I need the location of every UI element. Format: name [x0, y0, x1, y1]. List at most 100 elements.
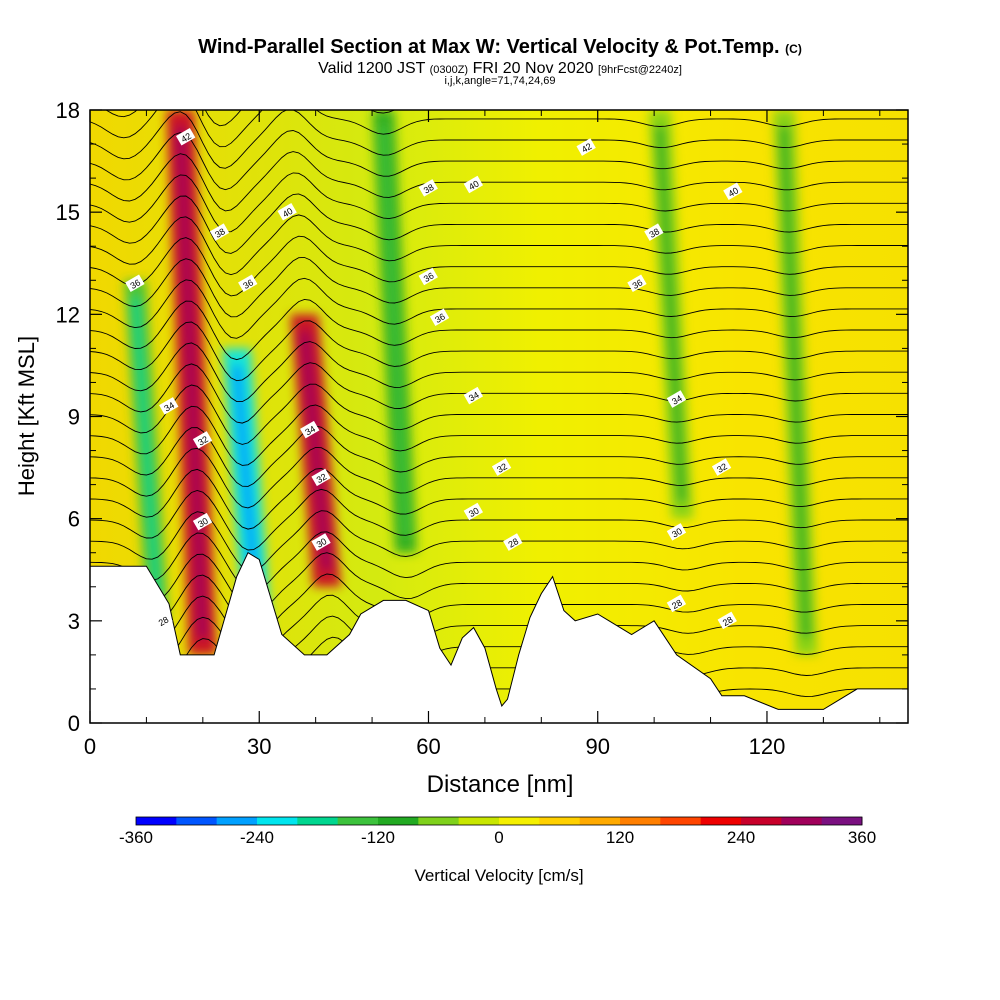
theta-contour-label: 28 — [717, 611, 737, 630]
colorbar-frame — [135, 816, 863, 826]
theta-contour-label: 32 — [311, 468, 331, 487]
svg-text:30: 30 — [467, 505, 481, 519]
svg-text:34: 34 — [162, 400, 176, 414]
theta-contour-line — [90, 362, 908, 424]
theta-contour-label: 32 — [491, 458, 512, 476]
subtitle-valid: Valid 1200 JST — [318, 60, 426, 77]
chart-subtitle: Valid 1200 JST (0300Z) FRI 20 Nov 2020 [… — [0, 60, 1000, 78]
contour-labels: 28 28 28 28 30 30 30 30 32 32 32 32 34 34 34 34 36 36 36 36… — [125, 128, 743, 630]
colorbar-swatch — [579, 817, 621, 825]
theta-contour-line — [90, 531, 908, 593]
theta-contour-line — [90, 110, 908, 169]
colorbar-swatch — [418, 817, 460, 825]
colorbar-swatch — [378, 817, 419, 825]
theta-contour-label: 36 — [238, 274, 258, 293]
theta-contour-line — [90, 110, 908, 148]
theta-contour-label: 32 — [711, 458, 732, 476]
svg-text:36: 36 — [433, 311, 447, 325]
colorbar-swatch — [297, 817, 339, 825]
svg-text:42: 42 — [179, 131, 193, 145]
colorbar-swatch — [499, 817, 540, 825]
theta-contour-line — [90, 277, 908, 339]
svg-text:36: 36 — [631, 277, 645, 291]
theta-contour-label: 36 — [627, 274, 647, 293]
subtitle-utc: (0300Z) — [429, 64, 469, 76]
velocity-plume-core — [655, 127, 687, 502]
velocity-plume-core — [298, 331, 333, 570]
y-tick-label: 3 — [68, 609, 80, 634]
theta-contour-line — [90, 573, 908, 636]
theta-contour-line — [90, 214, 908, 276]
theta-contour-label: 40 — [723, 182, 743, 201]
colorbar-swatch — [700, 817, 742, 825]
theta-contour-line — [90, 320, 908, 382]
y-tick-label: 0 — [68, 711, 80, 736]
svg-text:30: 30 — [315, 536, 329, 550]
theta-contour-line — [90, 383, 908, 445]
colorbar-swatch — [136, 817, 177, 825]
x-axis-label: Distance [nm] — [427, 771, 574, 798]
colorbar-tick-label: 0 — [494, 828, 503, 847]
chart-subtitle-line2: i,j,k,angle=71,74,24,69 — [0, 75, 1000, 87]
theta-contour-label: 28 — [666, 594, 687, 613]
terrain-mask — [90, 551, 908, 723]
svg-text:36: 36 — [241, 277, 255, 291]
y-tick-label: 12 — [56, 302, 80, 327]
colorbar-label: Vertical Velocity [cm/s] — [414, 866, 583, 885]
svg-text:32: 32 — [196, 434, 210, 448]
colorbar-swatch — [539, 817, 581, 825]
theta-contour-label: 42 — [175, 128, 196, 146]
x-tick-label: 90 — [585, 734, 609, 759]
subtitle-date: FRI 20 Nov 2020 — [472, 60, 594, 77]
svg-text:28: 28 — [157, 614, 171, 628]
colorbar-tick-label: -120 — [361, 828, 395, 847]
theta-contour-label: 38 — [418, 179, 438, 197]
svg-text:28: 28 — [721, 614, 735, 628]
theta-contour-label: 34 — [666, 390, 687, 408]
theta-contour-label: 36 — [125, 274, 145, 293]
svg-text:38: 38 — [213, 226, 227, 240]
svg-text:40: 40 — [281, 206, 295, 220]
theta-contour-label: 30 — [192, 512, 213, 531]
theta-contour-label: 28 — [153, 611, 173, 630]
colorbar-swatch — [337, 817, 379, 825]
y-tick-label: 18 — [56, 98, 80, 123]
theta-contour-label: 34 — [463, 386, 484, 405]
theta-contour-label: 30 — [311, 533, 331, 551]
theta-contour-line — [90, 235, 908, 297]
svg-text:36: 36 — [129, 277, 143, 291]
theta-contour-line — [90, 341, 908, 403]
velocity-plume-core — [174, 127, 209, 638]
theta-contour-line — [90, 193, 908, 254]
theta-contour-line — [90, 488, 908, 551]
x-tick-label: 120 — [749, 734, 786, 759]
y-tick-label: 15 — [56, 200, 80, 225]
theta-contour-label: 30 — [463, 502, 484, 521]
theta-contour-label: 40 — [463, 175, 484, 194]
theta-contour-line — [90, 446, 908, 509]
svg-text:40: 40 — [467, 178, 481, 192]
title-mark: (C) — [785, 42, 802, 56]
title-text: Wind-Parallel Section at Max W: Vertical… — [198, 36, 780, 58]
svg-text:34: 34 — [467, 390, 481, 404]
colorbar-swatch — [781, 817, 823, 825]
theta-contour-line — [90, 510, 908, 572]
x-tick-label: 60 — [416, 734, 440, 759]
theta-contour-line — [90, 256, 908, 318]
x-tick-label: 0 — [84, 734, 96, 759]
colorbar-swatch — [741, 817, 782, 825]
svg-text:30: 30 — [670, 526, 684, 540]
colorbar-swatch — [216, 817, 258, 825]
theta-contour-label: 38 — [209, 223, 230, 241]
svg-text:30: 30 — [196, 516, 210, 530]
theta-contour-line — [90, 151, 908, 212]
grid-info: i,j,k,angle=71,74,24,69 — [444, 75, 556, 87]
colorbar-swatch — [620, 817, 661, 825]
theta-contour-label: 42 — [576, 138, 596, 156]
velocity-plume-core — [378, 127, 411, 536]
svg-text:34: 34 — [303, 424, 317, 438]
colorbar-tick-label: 360 — [848, 828, 876, 847]
velocity-plume-core — [130, 297, 163, 604]
theta-contour-label: 32 — [192, 431, 213, 449]
